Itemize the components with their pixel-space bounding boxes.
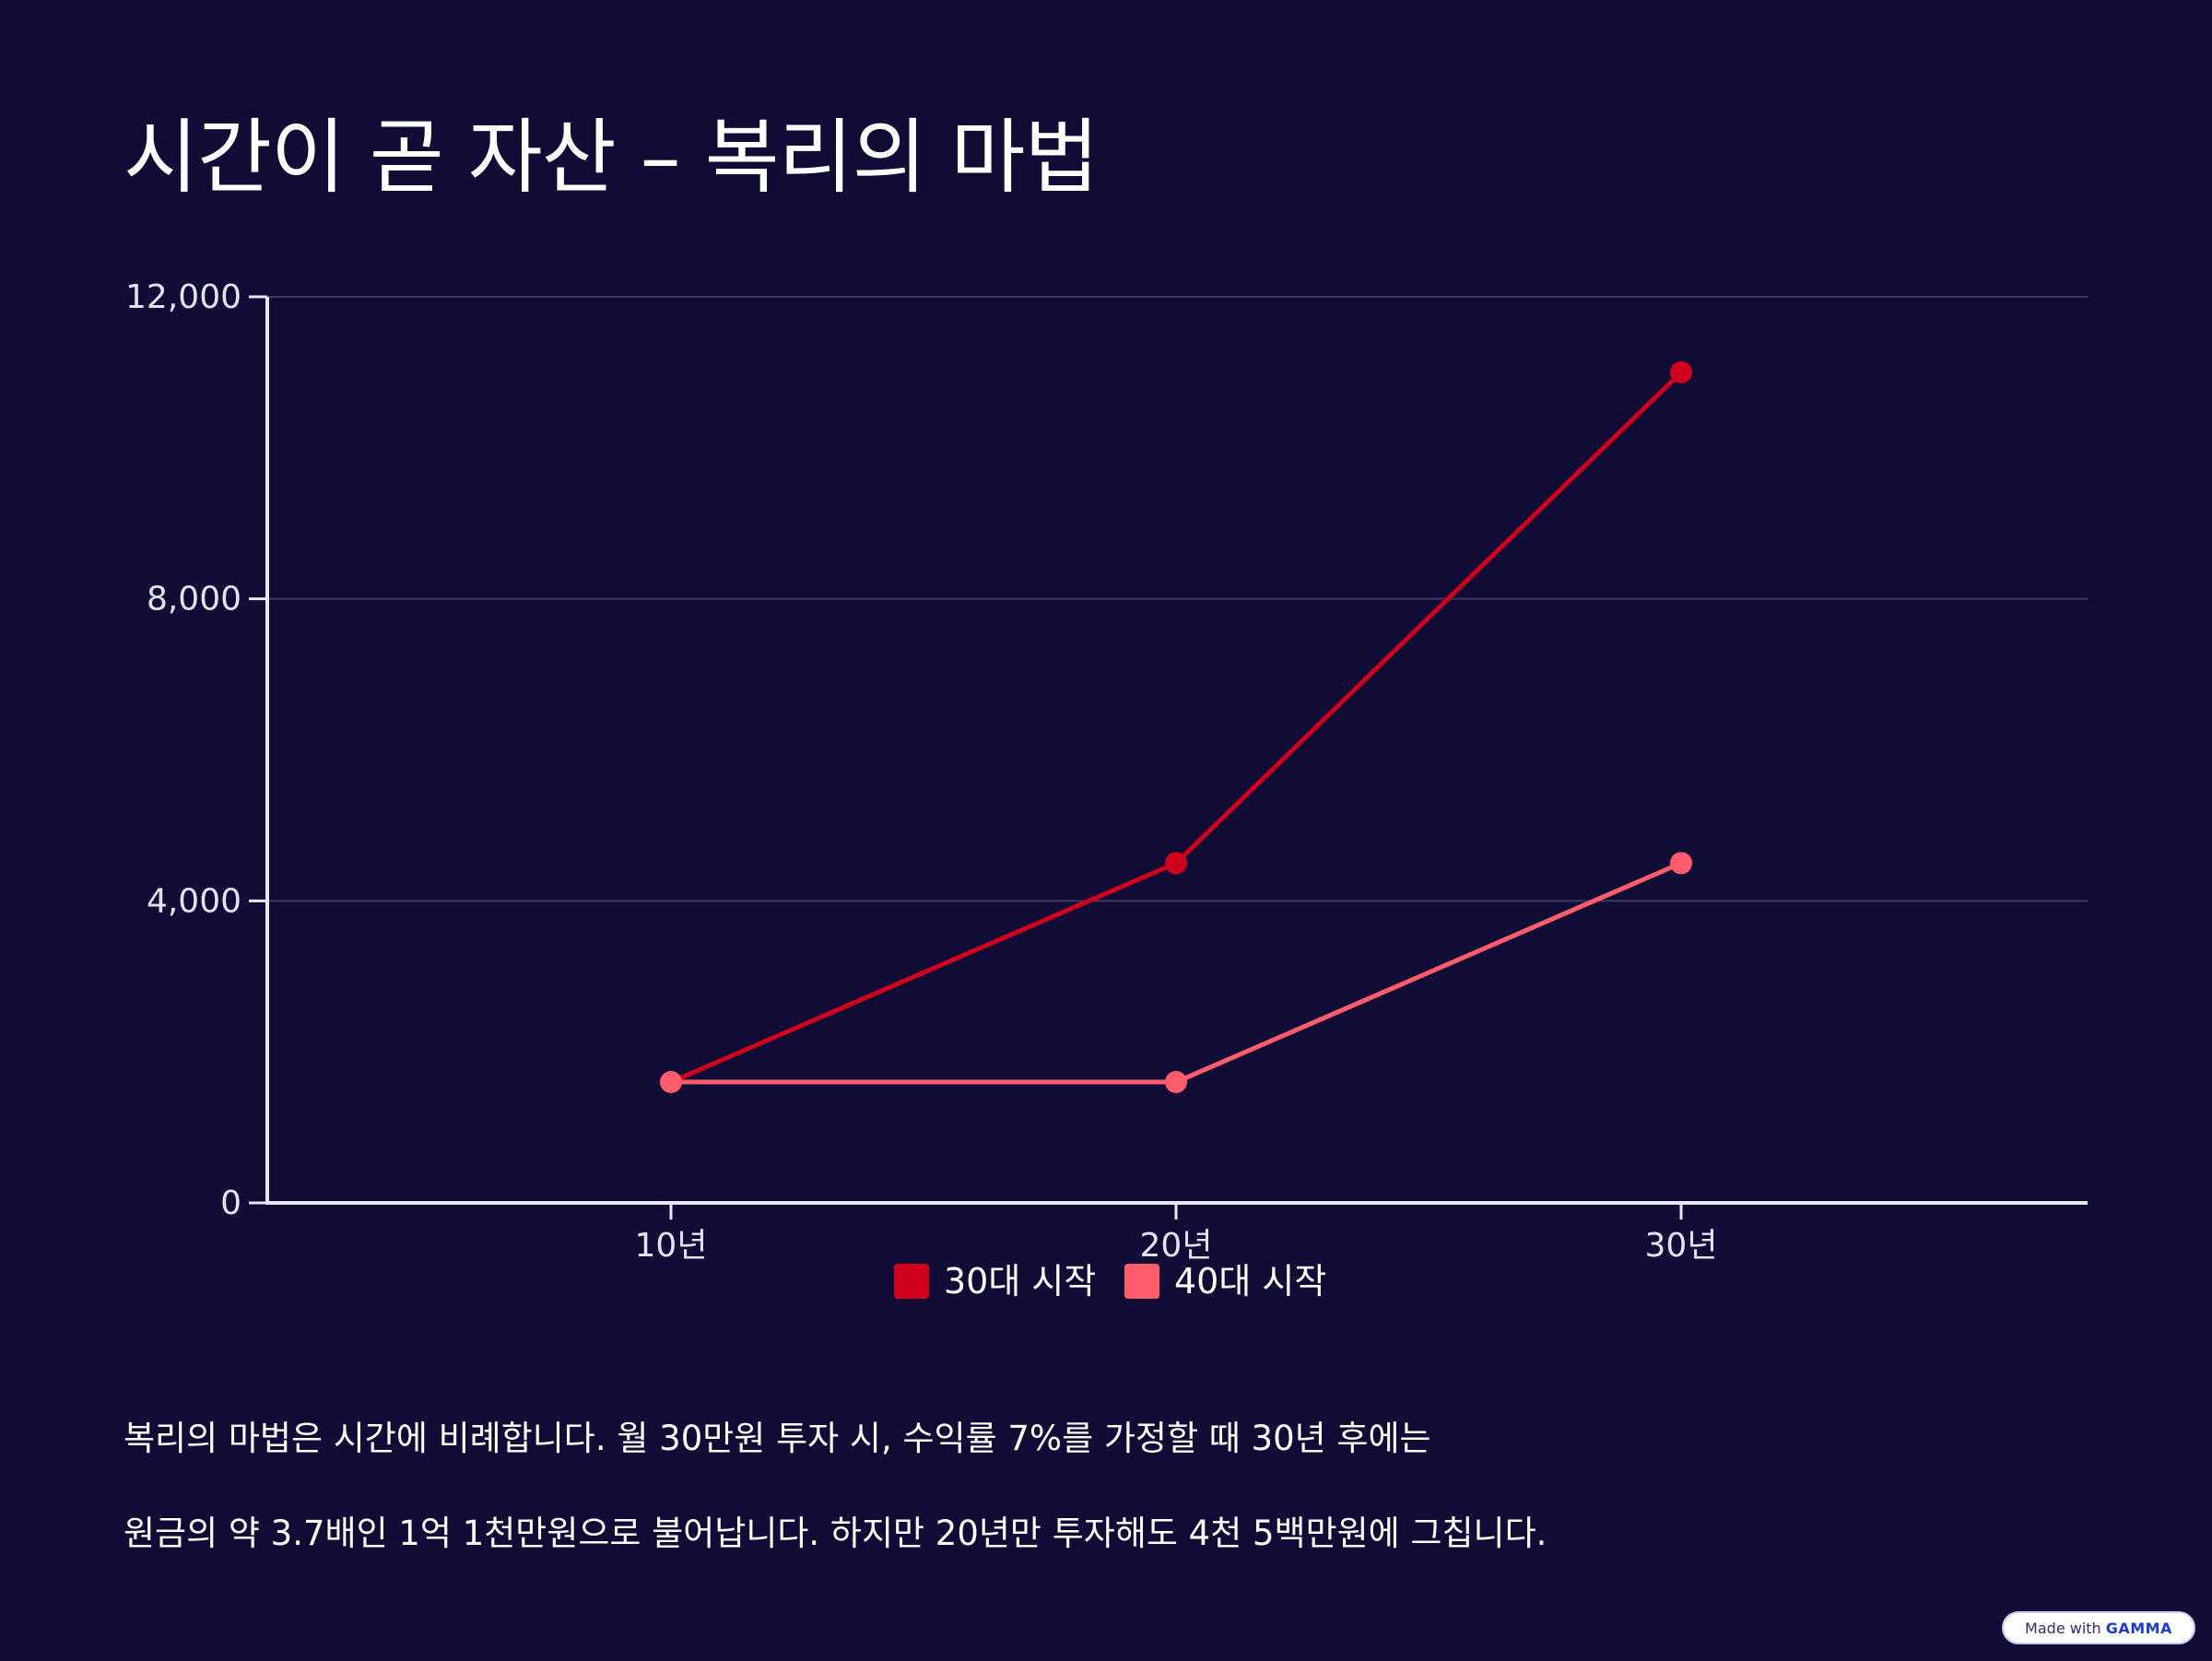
y-tick-label: 4,000 <box>147 882 241 920</box>
page-title: 시간이 곧 자산 – 복리의 마법 <box>124 110 1099 205</box>
series-line-1 <box>670 371 1683 1085</box>
legend-label-2: 40대 시작 <box>1174 1261 1326 1302</box>
series-layer <box>660 360 1692 1093</box>
legend-swatch-2 <box>1124 1264 1159 1299</box>
x-tick-label: 30년 <box>1645 1227 1718 1265</box>
line-chart: 0 4,000 8,000 12,000 10년 20년 30년 30대 시작 40대 시작 <box>125 278 2088 1302</box>
x-tick-label: 20년 <box>1140 1227 1213 1265</box>
grid-layer <box>267 296 2088 902</box>
data-point-series-1 <box>1670 360 1692 383</box>
badge-brand: GAMMA <box>2105 1619 2172 1637</box>
data-point-series-2 <box>1165 1070 1187 1093</box>
y-tick-label: 12,000 <box>125 278 241 316</box>
description-line-2: 원금의 약 3.7배인 1억 1천만원으로 불어납니다. 하지만 20년만 투자… <box>124 1514 1547 1553</box>
data-point-series-2 <box>1670 852 1692 875</box>
made-with-gamma-badge[interactable]: Made with GAMMA <box>2002 1611 2195 1644</box>
legend-label-1: 30대 시작 <box>944 1261 1096 1302</box>
y-tick-label: 0 <box>220 1184 241 1222</box>
description-line-1: 복리의 마법은 시간에 비례합니다. 월 30만원 투자 시, 수익률 7%를 … <box>124 1419 1431 1458</box>
data-point-series-2 <box>660 1070 682 1093</box>
y-tick-label: 8,000 <box>147 581 241 618</box>
legend-swatch-1 <box>894 1264 929 1299</box>
data-point-series-1 <box>1165 852 1187 875</box>
badge-prefix: Made with <box>2025 1619 2101 1637</box>
axis-layer: 0 4,000 8,000 12,000 10년 20년 30년 <box>125 278 2088 1265</box>
legend: 30대 시작 40대 시작 <box>894 1261 1326 1302</box>
series-line-2 <box>671 861 1682 1085</box>
x-tick-label: 10년 <box>635 1227 708 1265</box>
